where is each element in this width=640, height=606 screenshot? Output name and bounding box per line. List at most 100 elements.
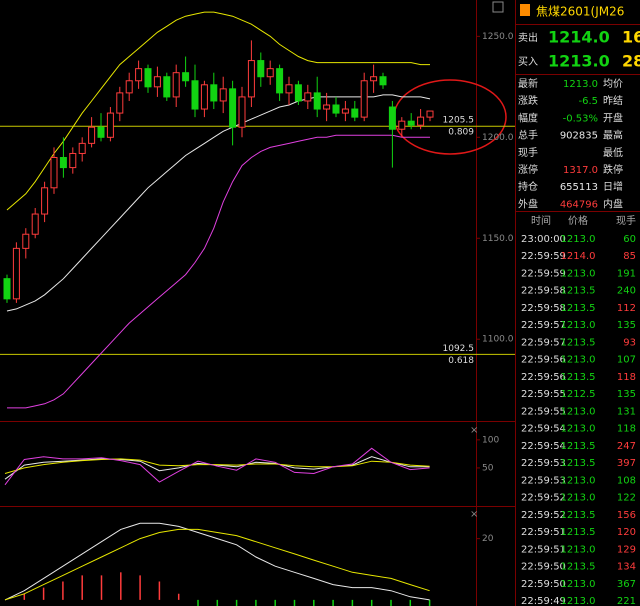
- quote-price: 1213.0: [548, 52, 610, 71]
- info-value: 655113: [560, 182, 598, 193]
- tick-time: 22:59:53: [521, 458, 566, 469]
- candle-body: [106, 112, 114, 138]
- tick-volume: 85: [623, 251, 636, 262]
- candle-body: [88, 126, 96, 144]
- tick-volume: 107: [617, 355, 636, 366]
- tick-time: 22:59:53: [521, 475, 566, 486]
- candle-body: [276, 68, 284, 94]
- candle-body: [332, 104, 340, 114]
- tick-time: 22:59:52: [521, 493, 566, 504]
- y-tick-label: 1150.0: [482, 234, 514, 244]
- tick-volume: 367: [617, 579, 636, 590]
- tick-price: 1213.0: [561, 355, 596, 366]
- table-header: 时间: [531, 214, 551, 227]
- tick-time: 22:59:58: [521, 303, 566, 314]
- candle-body: [266, 68, 274, 78]
- tick-price: 1213.5: [561, 303, 596, 314]
- candle-body: [3, 278, 11, 300]
- tick-volume: 93: [623, 337, 636, 348]
- tick-price: 1213.5: [561, 441, 596, 452]
- tick-volume: 118: [617, 424, 636, 435]
- tick-price: 1213.0: [561, 320, 596, 331]
- window-button[interactable]: [492, 1, 504, 13]
- tick-time: 22:59:55: [521, 389, 566, 400]
- tick-volume: 191: [617, 268, 636, 279]
- candle-body: [219, 88, 227, 102]
- tick-price: 1213.0: [561, 268, 596, 279]
- candle-body: [323, 104, 331, 110]
- tick-time: 22:59:54: [521, 441, 566, 452]
- candle-body: [144, 68, 152, 88]
- tick-time: 22:59:59: [521, 251, 566, 262]
- candle-body: [360, 80, 368, 118]
- tick-volume: 108: [617, 475, 636, 486]
- candle-body: [304, 92, 312, 102]
- indicator-line: [4, 528, 430, 601]
- info-label: 昨结: [603, 94, 623, 107]
- candle-body: [388, 106, 396, 130]
- tick-volume: 221: [617, 596, 636, 606]
- tick-volume: 131: [617, 406, 636, 417]
- info-label: 最低: [603, 146, 623, 159]
- candle-body: [182, 72, 190, 82]
- tick-time: 23:00:00: [521, 234, 566, 245]
- indicator-line: [4, 447, 430, 486]
- candle-body: [50, 157, 58, 189]
- tick-price: 1213.0: [561, 234, 596, 245]
- tick-time: 22:59:49: [521, 596, 566, 606]
- fib-ratio: 0.618: [448, 356, 474, 366]
- quote-volume: 16: [622, 28, 640, 47]
- tick-price: 1213.5: [561, 372, 596, 383]
- tick-price: 1213.0: [561, 596, 596, 606]
- info-label: 幅度: [518, 111, 538, 124]
- close-button[interactable]: ×: [470, 509, 478, 520]
- tick-time: 22:59:57: [521, 337, 566, 348]
- info-value: 464796: [560, 199, 598, 210]
- info-label: 持仓: [518, 180, 538, 193]
- y-tick-label: 1250.0: [482, 32, 514, 42]
- candle-body: [285, 84, 293, 94]
- candle-body: [22, 233, 30, 249]
- info-label: 开盘: [603, 111, 623, 124]
- tick-time: 22:59:51: [521, 544, 566, 555]
- tick-time: 22:59:52: [521, 510, 566, 521]
- candle-body: [407, 120, 415, 126]
- fib-price: 1092.5: [443, 344, 475, 354]
- tick-time: 22:59:58: [521, 286, 566, 297]
- fib-ratio: 0.809: [448, 128, 474, 138]
- candle-body: [125, 80, 133, 94]
- tick-volume: 60: [623, 234, 636, 245]
- symbol-title: 焦煤2601(JM26: [536, 5, 624, 19]
- info-value: 902835: [560, 131, 598, 142]
- table-header: 现手: [616, 214, 636, 227]
- tick-volume: 129: [617, 544, 636, 555]
- tick-price: 1213.0: [561, 406, 596, 417]
- candle-body: [116, 92, 124, 114]
- indicator-line: [4, 458, 430, 474]
- info-label: 跌停: [603, 163, 623, 176]
- info-label: 总手: [518, 129, 538, 142]
- indicator-line: [4, 522, 430, 601]
- tick-volume: 397: [617, 458, 636, 469]
- info-label: 外盘: [518, 197, 538, 210]
- close-button[interactable]: ×: [470, 425, 478, 436]
- info-value: 1213.0: [563, 79, 598, 90]
- candle-body: [294, 84, 302, 102]
- candle-body: [210, 84, 218, 102]
- quote-volume: 28: [622, 52, 640, 71]
- candle-body: [191, 80, 199, 110]
- tick-price: 1213.0: [561, 544, 596, 555]
- tick-time: 22:59:56: [521, 372, 566, 383]
- candle-body: [200, 84, 208, 110]
- y-tick-label: 1200.0: [482, 133, 514, 143]
- quote-price: 1214.0: [548, 28, 610, 47]
- tick-price: 1213.0: [561, 579, 596, 590]
- info-value: -6.5: [578, 96, 598, 107]
- tick-price: 1213.5: [561, 337, 596, 348]
- indicator-line: [6, 94, 431, 312]
- tick-price: 1214.0: [561, 251, 596, 262]
- quote-label: 卖出: [518, 31, 538, 44]
- info-value: -0.53%: [563, 113, 598, 124]
- y-tick-label: 20: [482, 534, 494, 544]
